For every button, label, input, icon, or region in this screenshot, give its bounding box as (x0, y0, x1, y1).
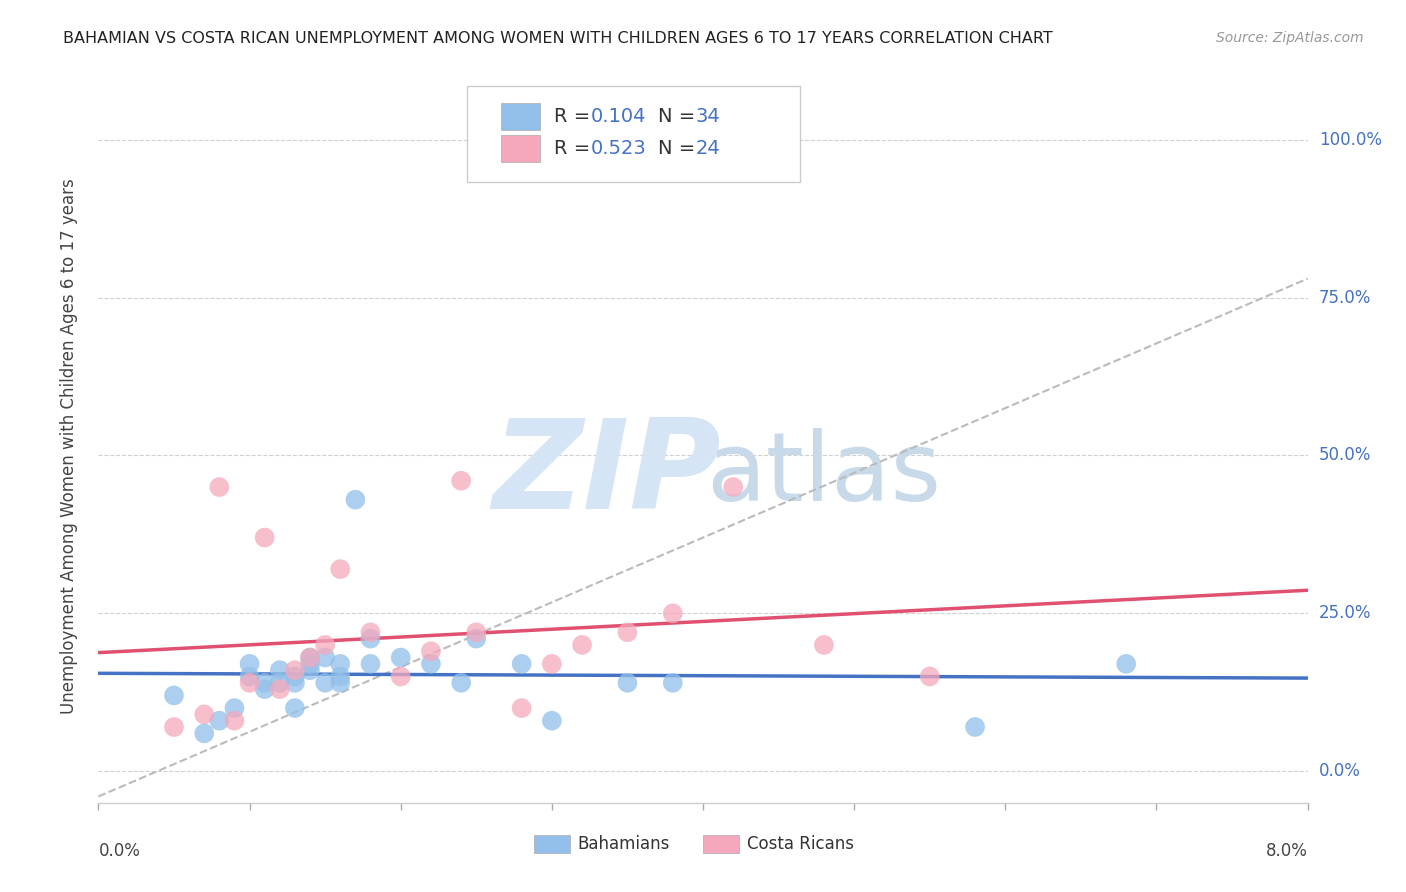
Point (540, 714, 562, 728)
Text: 8.0%: 8.0% (1265, 842, 1308, 860)
Point (314, 675, 336, 690)
Point (918, 669, 941, 683)
Text: BAHAMIAN VS COSTA RICAN UNEMPLOYMENT AMONG WOMEN WITH CHILDREN AGES 6 TO 17 YEAR: BAHAMIAN VS COSTA RICAN UNEMPLOYMENT AMO… (63, 31, 1053, 46)
Point (510, 657, 533, 671)
FancyBboxPatch shape (534, 835, 569, 853)
Point (208, 480, 231, 494)
Point (344, 492, 367, 507)
Text: Costa Ricans: Costa Ricans (747, 835, 853, 853)
Point (284, 701, 307, 715)
Point (269, 682, 291, 697)
Point (224, 701, 246, 715)
Point (314, 638, 336, 652)
Point (329, 657, 352, 671)
Point (813, 638, 835, 652)
Point (239, 669, 262, 683)
FancyBboxPatch shape (501, 135, 540, 162)
Point (1115, 657, 1137, 671)
Point (224, 714, 246, 728)
Point (329, 675, 352, 690)
Point (253, 675, 276, 690)
Text: 50.0%: 50.0% (1319, 447, 1371, 465)
FancyBboxPatch shape (467, 86, 800, 182)
Point (360, 632, 382, 646)
Point (571, 638, 593, 652)
Point (193, 707, 215, 722)
Point (208, 714, 231, 728)
Point (616, 625, 638, 640)
Text: 0.523: 0.523 (591, 139, 647, 158)
Point (269, 663, 291, 677)
Text: R =: R = (554, 107, 596, 126)
Y-axis label: Unemployment Among Women with Children Ages 6 to 17 years: Unemployment Among Women with Children A… (59, 178, 77, 714)
Point (389, 669, 412, 683)
Text: ZIP: ZIP (492, 414, 721, 535)
Point (299, 650, 322, 665)
Point (420, 644, 443, 658)
Point (284, 663, 307, 677)
Text: N =: N = (658, 107, 702, 126)
Point (269, 675, 291, 690)
Point (661, 675, 683, 690)
Point (253, 531, 276, 545)
Text: R =: R = (554, 139, 596, 158)
Point (661, 607, 683, 621)
Point (450, 675, 472, 690)
Text: 0.0%: 0.0% (98, 842, 141, 860)
Point (389, 650, 412, 665)
Point (965, 720, 987, 734)
Point (314, 650, 336, 665)
Text: Bahamians: Bahamians (578, 835, 669, 853)
Point (360, 657, 382, 671)
Point (329, 669, 352, 683)
Text: 25.0%: 25.0% (1319, 605, 1371, 623)
Point (284, 669, 307, 683)
Point (329, 562, 352, 576)
FancyBboxPatch shape (703, 835, 740, 853)
Point (420, 657, 443, 671)
Point (299, 657, 322, 671)
Text: atlas: atlas (706, 428, 942, 521)
Point (465, 625, 488, 640)
Text: 24: 24 (696, 139, 720, 158)
Point (723, 480, 745, 494)
Point (239, 675, 262, 690)
Point (540, 657, 562, 671)
Point (510, 701, 533, 715)
Point (450, 474, 472, 488)
Point (253, 682, 276, 697)
Text: 75.0%: 75.0% (1319, 289, 1371, 307)
Text: 0.0%: 0.0% (1319, 763, 1361, 780)
Point (299, 650, 322, 665)
Text: N =: N = (658, 139, 702, 158)
Point (284, 675, 307, 690)
Point (360, 625, 382, 640)
Point (299, 663, 322, 677)
FancyBboxPatch shape (501, 103, 540, 130)
Point (163, 720, 186, 734)
Point (193, 726, 215, 740)
Point (465, 632, 488, 646)
Text: 0.104: 0.104 (591, 107, 645, 126)
Text: 34: 34 (696, 107, 720, 126)
Point (239, 657, 262, 671)
Point (616, 675, 638, 690)
Text: Source: ZipAtlas.com: Source: ZipAtlas.com (1216, 31, 1364, 45)
Point (163, 689, 186, 703)
Text: 100.0%: 100.0% (1319, 131, 1382, 149)
